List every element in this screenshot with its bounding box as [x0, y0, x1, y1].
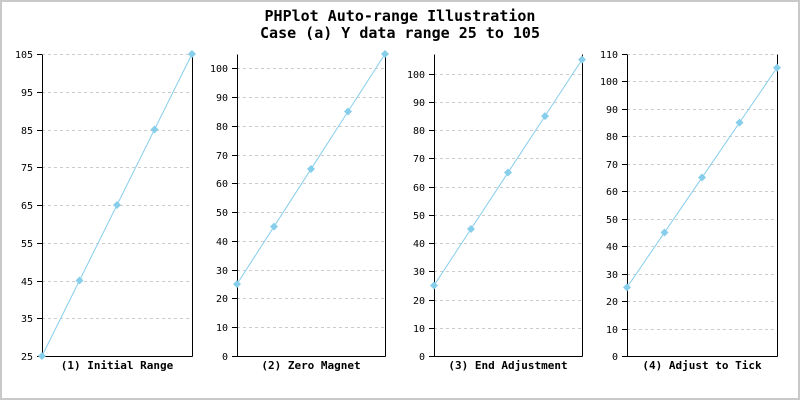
y-tick-label: 105 — [15, 50, 33, 61]
data-point — [307, 165, 315, 174]
y-tick-label: 40 — [216, 237, 228, 248]
y-tick-label: 40 — [606, 242, 618, 253]
chart-caption-initial-range: (1) Initial Range — [60, 359, 174, 372]
y-tick-label: 40 — [413, 239, 425, 250]
chart-2: 0 10 20 30 40 50 60 70 80 90 100 — [210, 50, 389, 363]
y-tick-label: 75 — [21, 163, 33, 174]
y-tick-label: 90 — [606, 105, 618, 116]
data-point — [698, 173, 706, 182]
y-tick-label: 0 — [419, 352, 425, 363]
y-tick-label: 45 — [21, 277, 33, 288]
y-tick-label: 10 — [413, 324, 425, 335]
chart-caption-adjust-to-tick: (4) Adjust to Tick — [642, 359, 762, 372]
data-point — [188, 50, 196, 58]
y-tick-label: 20 — [606, 297, 618, 308]
y-tick-label: 30 — [606, 270, 618, 281]
data-point — [623, 283, 631, 292]
y-tick-label: 30 — [413, 267, 425, 278]
y-tick-label: 60 — [413, 183, 425, 194]
y-tick-label: 60 — [606, 187, 618, 198]
y-tick-label: 80 — [606, 132, 618, 143]
y-tick-label: 80 — [413, 126, 425, 137]
chart-caption-zero-magnet: (2) Zero Magnet — [261, 359, 361, 372]
data-point — [430, 281, 438, 290]
chart-caption-end-adjustment: (3) End Adjustment — [448, 359, 568, 372]
data-point — [504, 168, 512, 177]
data-point — [270, 222, 278, 231]
figure-title: PHPlot Auto-range Illustration — [264, 7, 536, 25]
chart-4: 0 10 20 30 40 50 60 70 80 90 100 110 — [600, 50, 781, 363]
y-tick-label: 70 — [606, 160, 618, 171]
y-tick-label: 70 — [216, 151, 228, 162]
y-tick-label: 60 — [216, 179, 228, 190]
data-point — [233, 280, 241, 289]
data-point — [344, 107, 352, 116]
y-tick-label: 90 — [413, 98, 425, 109]
y-tick-label: 0 — [222, 352, 228, 363]
y-tick-label: 95 — [21, 88, 33, 99]
y-tick-label: 55 — [21, 239, 33, 250]
y-tick-label: 50 — [606, 215, 618, 226]
y-tick-label: 80 — [216, 122, 228, 133]
y-tick-label: 20 — [413, 296, 425, 307]
data-point — [773, 63, 781, 72]
y-tick-label: 10 — [216, 323, 228, 334]
y-tick-label: 70 — [413, 154, 425, 165]
data-point — [735, 118, 744, 127]
y-tick-label: 100 — [407, 70, 425, 81]
y-tick-label: 50 — [413, 211, 425, 222]
chart-1: 25 35 45 55 65 75 85 95 105 — [15, 50, 196, 363]
data-point — [578, 55, 586, 64]
y-tick-label: 110 — [600, 50, 618, 61]
y-tick-label: 20 — [216, 294, 228, 305]
y-tick-label: 50 — [216, 208, 228, 219]
data-point — [75, 276, 84, 285]
y-tick-label: 65 — [21, 201, 33, 212]
chart-3: 0 10 20 30 40 50 60 70 80 90 100 — [407, 54, 586, 363]
y-tick-label: 90 — [216, 93, 228, 104]
y-tick-label: 25 — [21, 352, 33, 363]
figure-subtitle: Case (a) Y data range 25 to 105 — [260, 24, 540, 42]
y-tick-label: 30 — [216, 266, 228, 277]
data-point — [150, 125, 159, 134]
y-tick-label: 0 — [612, 352, 618, 363]
y-tick-label: 35 — [21, 314, 33, 325]
y-tick-label: 10 — [606, 325, 618, 336]
y-tick-label: 85 — [21, 126, 33, 137]
data-point — [467, 224, 475, 233]
data-point — [660, 228, 669, 237]
data-point — [381, 50, 389, 58]
data-point — [38, 352, 46, 360]
data-point — [113, 201, 121, 209]
y-tick-label: 100 — [600, 77, 618, 88]
y-tick-label: 100 — [210, 64, 228, 75]
data-point — [541, 112, 549, 121]
